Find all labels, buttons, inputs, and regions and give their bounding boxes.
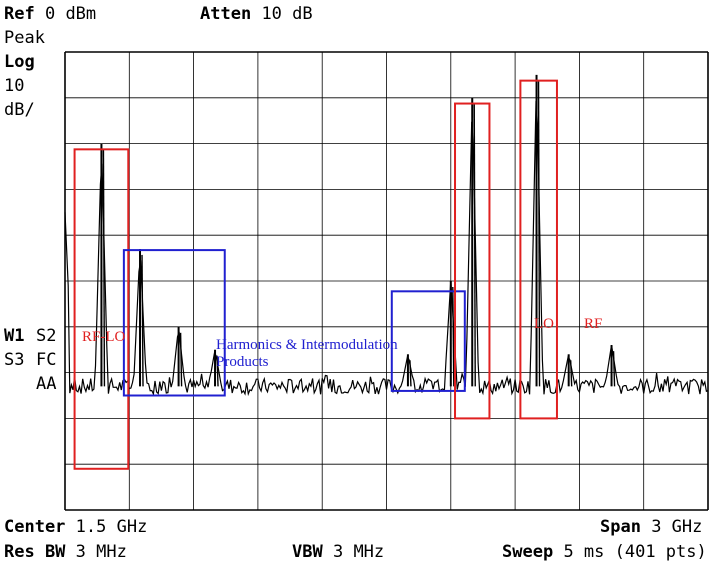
- scale-value: 10: [4, 76, 25, 96]
- label-harmonics-line2: Products: [216, 354, 269, 370]
- span: Span 3 GHz: [600, 519, 702, 536]
- peak-mark-shoulder: [179, 332, 183, 387]
- box-harmonics-2: [390, 290, 466, 392]
- ref-level: Ref 0 dBm: [4, 6, 96, 23]
- box-harmonics-1: [122, 249, 226, 397]
- label-harmonics-line1: Harmonics & Intermodulation: [216, 337, 398, 353]
- sweep-time: Sweep 5 ms (401 pts): [502, 544, 707, 561]
- spectrum-trace: [64, 100, 709, 397]
- scale-unit: dB/: [4, 100, 35, 120]
- span-label: Span: [600, 517, 641, 537]
- trace-w1: W1: [4, 326, 25, 346]
- peak-mark-shoulder: [216, 355, 219, 387]
- rbw-label: Res BW: [4, 542, 66, 562]
- ref-label: Ref: [4, 4, 35, 24]
- box-rf: [519, 79, 558, 420]
- vbw-value: 3 MHz: [332, 542, 385, 562]
- annotation-boxes: [73, 79, 558, 470]
- graticule: [64, 51, 709, 511]
- video-bw: VBW 3 MHz: [292, 544, 384, 561]
- label-lo: LO: [534, 316, 554, 332]
- box-lo: [454, 102, 491, 420]
- peak-mark-shoulder: [141, 254, 144, 387]
- detector-mode: Peak: [4, 28, 45, 48]
- trace-fc: FC: [36, 350, 57, 370]
- vbw-label: VBW: [292, 542, 323, 562]
- peak-mark-shoulder: [569, 360, 573, 387]
- peak-mark-shoulder: [537, 80, 541, 387]
- rbw-value: 3 MHz: [75, 542, 127, 562]
- center-label: Center: [4, 517, 66, 537]
- sweep-value: 5 ms (401 pts): [563, 542, 707, 562]
- atten-label: Atten: [200, 4, 252, 24]
- trace-s2: S2: [36, 326, 57, 346]
- peak-mark-shoulder: [409, 360, 412, 387]
- res-bw: Res BW 3 MHz: [4, 544, 127, 561]
- sweep-label: Sweep: [502, 542, 554, 562]
- label-rf-lo: RF-LO: [82, 329, 126, 345]
- span-value: 3 GHz: [651, 517, 703, 537]
- peak-mark-shoulder: [102, 149, 106, 387]
- box-rf-lo: [73, 148, 130, 470]
- trace-s3: S3: [4, 350, 25, 370]
- atten-value: 10 dB: [261, 4, 313, 24]
- peak-markers: [100, 74, 616, 387]
- peak-mark-shoulder: [612, 351, 616, 387]
- peak-mark-shoulder: [473, 103, 476, 387]
- center-frequency: Center 1.5 GHz: [4, 519, 147, 536]
- ref-value: 0 dBm: [44, 4, 97, 24]
- label-rf: RF: [584, 316, 603, 332]
- peak-mark-shoulder: [452, 286, 455, 387]
- attenuation: Atten 10 dB: [200, 6, 313, 23]
- center-value: 1.5 GHz: [75, 517, 148, 537]
- trace-aa: AA: [36, 374, 57, 394]
- scale-type: Log: [4, 52, 35, 72]
